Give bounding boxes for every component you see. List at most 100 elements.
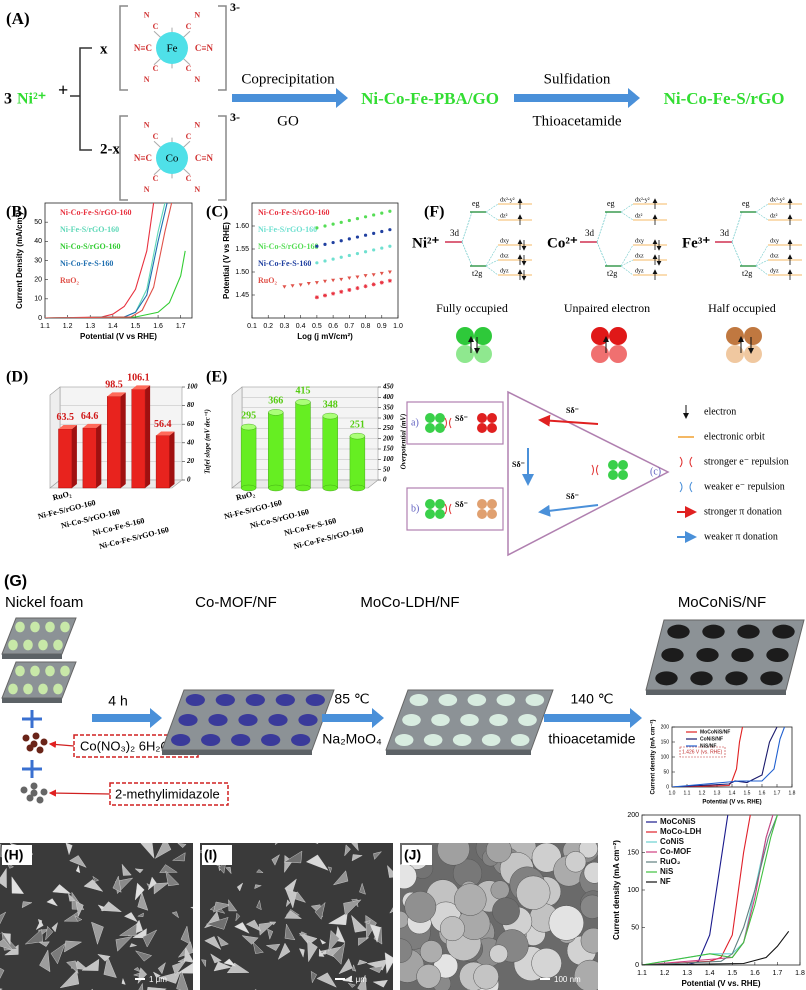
grain	[400, 863, 417, 890]
orbital-label: dx²-y²	[500, 197, 515, 203]
point	[314, 295, 319, 300]
y-tick-label: 150	[383, 445, 394, 453]
flake	[351, 854, 363, 862]
flake	[83, 879, 104, 892]
sheet-feature	[525, 694, 545, 706]
plot-frame	[641, 814, 801, 966]
sheet-feature	[402, 714, 421, 726]
metal-center	[156, 32, 188, 64]
coefficient: 3	[4, 91, 12, 108]
sheet-feature	[452, 734, 472, 746]
flake	[357, 974, 367, 990]
particle	[36, 746, 44, 754]
flake	[234, 922, 250, 934]
bar	[240, 426, 257, 489]
y-tick-label: 40	[186, 438, 195, 446]
grain	[400, 910, 409, 929]
flake	[65, 843, 73, 856]
x-tick-label: 1.5	[727, 970, 737, 977]
sheet-edge	[162, 750, 312, 755]
flake	[138, 982, 144, 990]
flake	[373, 851, 383, 860]
flake	[328, 930, 340, 952]
flake	[205, 917, 229, 930]
y-tick-label: 200	[382, 434, 394, 442]
point	[380, 211, 384, 215]
flake	[0, 843, 3, 858]
split-lines	[596, 211, 608, 267]
particle	[36, 796, 44, 804]
sulfur-label: Sδ⁻	[512, 460, 525, 469]
flake	[21, 901, 33, 909]
sheet-edge	[2, 654, 62, 659]
y-tick-label: 200	[661, 724, 670, 730]
orbital-label: dxy	[770, 238, 779, 244]
y-tick-label: 450	[382, 383, 394, 391]
x-tick-label: 1.4	[108, 323, 118, 330]
x-tick-label: 1.3	[682, 970, 692, 977]
branch	[485, 265, 499, 276]
flake	[59, 970, 80, 989]
flake	[285, 899, 291, 908]
orbital-lobe	[425, 499, 435, 509]
orbital-label: dxz	[635, 253, 644, 259]
orbital-lobe	[474, 327, 492, 345]
x-tick-label: 1.4	[705, 970, 715, 977]
flake	[11, 876, 25, 894]
step-label: 4 h	[108, 693, 127, 709]
grain	[400, 938, 413, 963]
x-axis-label: Potential (V vs RHE)	[80, 332, 157, 341]
annotation: 1.426 V (vs. RHE)	[682, 749, 723, 755]
bar-top	[58, 424, 77, 429]
point	[323, 293, 327, 298]
point	[363, 233, 368, 237]
flake	[298, 948, 305, 958]
sheet-feature	[245, 694, 265, 706]
triangle	[507, 390, 670, 557]
arrow	[322, 708, 384, 728]
particle	[30, 782, 38, 790]
flake	[284, 855, 293, 873]
branch	[620, 203, 634, 213]
x-tick-label: RuO₂	[235, 489, 256, 502]
x-tick-label: 1.2	[660, 970, 670, 977]
bar-cap	[322, 412, 338, 420]
point	[315, 226, 319, 230]
label-box	[2, 845, 32, 865]
point	[306, 282, 311, 286]
flake	[327, 866, 332, 874]
legend-label: Ni-Co-Fe-S/rGO-160	[258, 208, 330, 217]
step-text: Coprecipitation	[241, 71, 335, 87]
sheet-feature	[696, 648, 719, 662]
bar	[295, 402, 311, 489]
flake	[75, 864, 81, 874]
flake	[213, 901, 232, 913]
shell-label: 3d	[720, 228, 730, 238]
annotation-box	[679, 746, 726, 758]
sheet-feature	[38, 683, 48, 695]
flake	[123, 912, 138, 923]
stoich: 2-x	[100, 141, 120, 157]
point	[339, 289, 344, 294]
grain	[439, 916, 465, 942]
repulsion	[591, 464, 599, 476]
point	[331, 240, 335, 245]
flake	[347, 982, 356, 988]
flake	[241, 935, 259, 945]
step-label: Na₂MoO₄	[322, 731, 382, 747]
ligand-atom: C	[153, 64, 159, 73]
flake	[223, 958, 237, 967]
y-axis-label: Tafel slope (mV dec⁻¹)	[204, 409, 212, 474]
point	[388, 209, 392, 213]
flake	[75, 901, 84, 917]
plus	[22, 710, 42, 778]
point	[363, 274, 368, 278]
flake	[134, 882, 145, 901]
ligand-atom: N	[144, 75, 150, 84]
shell-label: 3d	[585, 228, 595, 238]
y-tick-label: 100	[383, 455, 394, 463]
sheet-edge	[386, 750, 531, 755]
legend-icon	[679, 456, 693, 468]
flake	[316, 972, 337, 988]
legend-label: stronger π donation	[704, 506, 782, 517]
